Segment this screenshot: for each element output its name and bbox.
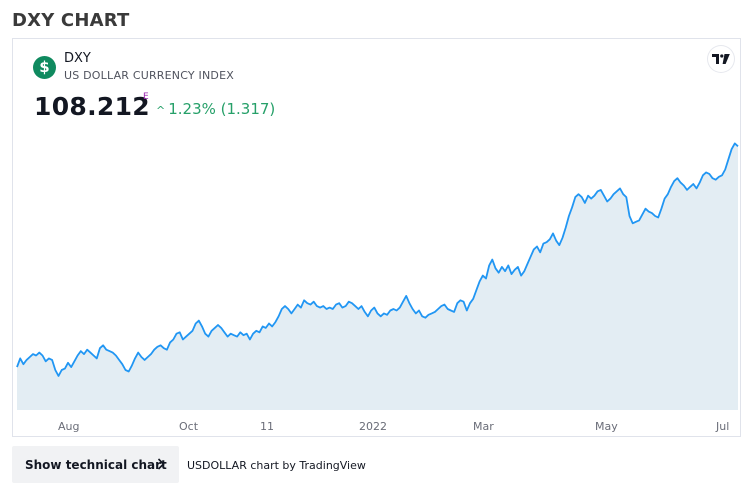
- tradingview-logo-icon[interactable]: [708, 46, 734, 72]
- price-area: [17, 143, 738, 410]
- price-flag: E: [143, 92, 149, 102]
- symbol-ticker[interactable]: DXY: [64, 51, 91, 66]
- x-tick-label: Oct: [179, 420, 199, 433]
- chevron-right-icon: [157, 458, 165, 470]
- tradingview-logo-glyph: [712, 54, 730, 64]
- caret-up-icon: ^: [156, 104, 166, 117]
- x-tick-label: Mar: [473, 420, 494, 433]
- x-tick-label: 11: [260, 420, 274, 433]
- chart-widget[interactable]: $ DXY US DOLLAR CURRENCY INDEX 108.212 E…: [12, 38, 741, 437]
- price-change-text: 1.23% (1.317): [168, 100, 276, 118]
- price-change: ^ 1.23% (1.317): [156, 100, 275, 118]
- page-title: DXY CHART: [12, 10, 130, 31]
- x-tick-label: 2022: [359, 420, 387, 433]
- price-chart[interactable]: Aug Oct 11 2022 Mar May Jul: [13, 39, 742, 438]
- price-line: [16, 142, 739, 377]
- x-tick-label: Jul: [715, 420, 729, 433]
- last-price: 108.212: [34, 92, 150, 121]
- dollar-icon: $: [33, 56, 56, 79]
- symbol-description: US DOLLAR CURRENCY INDEX: [64, 69, 234, 82]
- x-tick-label: May: [595, 420, 618, 433]
- show-technical-chart-button[interactable]: Show technical chart: [12, 446, 179, 483]
- show-technical-chart-label: Show technical chart: [25, 457, 167, 472]
- chart-credit[interactable]: USDOLLAR chart by TradingView: [187, 459, 366, 472]
- x-axis-ticks: Aug Oct 11 2022 Mar May Jul: [58, 420, 729, 433]
- x-tick-label: Aug: [58, 420, 79, 433]
